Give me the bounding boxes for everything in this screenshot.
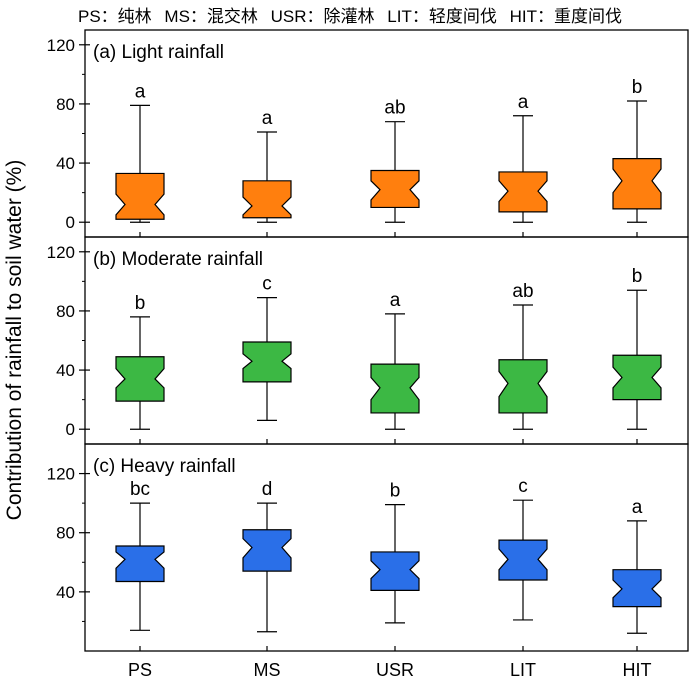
significance-letter: a — [262, 108, 273, 129]
x-tick-label: PS — [128, 660, 152, 680]
notched-box — [370, 363, 420, 414]
y-tick-label: 40 — [56, 361, 75, 380]
notched-box — [115, 356, 165, 402]
notched-box — [242, 180, 292, 219]
y-tick-label: 120 — [47, 36, 75, 55]
x-tick-label: MS — [254, 660, 281, 680]
x-tick-label: HIT — [623, 660, 652, 680]
significance-letter: c — [262, 274, 272, 295]
panel-label: (c) Heavy rainfall — [93, 456, 236, 477]
group-abbreviation-legend: PS：纯林 MS：混交林 USR：除灌林 LIT：轻度间伐 HIT：重度间伐 — [0, 2, 700, 27]
significance-letter: b — [632, 266, 643, 287]
significance-letter: a — [632, 497, 643, 518]
notched-box — [115, 545, 165, 583]
panel-label: (b) Moderate rainfall — [93, 249, 263, 270]
x-tick-label: LIT — [510, 660, 536, 680]
y-tick-label: 40 — [56, 583, 75, 602]
panel-frame — [84, 443, 689, 652]
x-tick-label: USR — [376, 660, 414, 680]
significance-letter: b — [135, 293, 146, 314]
y-tick-label: 80 — [56, 302, 75, 321]
significance-letter: a — [135, 81, 146, 102]
notched-box — [498, 171, 548, 213]
notched-box — [612, 158, 662, 210]
notched-box — [370, 169, 420, 209]
notched-box — [612, 354, 662, 401]
significance-letter: b — [390, 481, 401, 502]
significance-letter: a — [390, 290, 401, 311]
notched-box — [242, 341, 292, 383]
y-tick-label: 80 — [56, 95, 75, 114]
legend-usr: USR：除灌林 — [270, 7, 375, 26]
notched-box — [242, 529, 292, 572]
significance-letter: c — [518, 476, 528, 497]
significance-letter: bc — [130, 479, 150, 500]
notched-box — [498, 359, 548, 414]
legend-hit: HIT：重度间伐 — [509, 7, 622, 26]
y-tick-label: 40 — [56, 154, 75, 173]
panel-label: (a) Light rainfall — [93, 42, 224, 63]
significance-letter: d — [262, 479, 273, 500]
notched-box — [498, 539, 548, 581]
legend-ps: PS：纯林 — [78, 7, 152, 26]
legend-ms: MS：混交林 — [164, 7, 258, 26]
notched-box — [612, 569, 662, 608]
significance-letter: a — [518, 92, 529, 113]
significance-letter: ab — [512, 281, 533, 302]
y-tick-label: 120 — [47, 243, 75, 262]
notched-box — [115, 172, 165, 220]
significance-letter: b — [632, 77, 643, 98]
y-tick-label: 0 — [66, 213, 75, 232]
notched-box — [370, 551, 420, 591]
y-axis-label: Contribution of rainfall to soil water (… — [3, 160, 26, 521]
y-tick-label: 120 — [47, 465, 75, 484]
legend-lit: LIT：轻度间伐 — [387, 7, 497, 26]
y-tick-label: 80 — [56, 524, 75, 543]
significance-letter: ab — [384, 98, 405, 119]
y-tick-label: 0 — [66, 420, 75, 439]
